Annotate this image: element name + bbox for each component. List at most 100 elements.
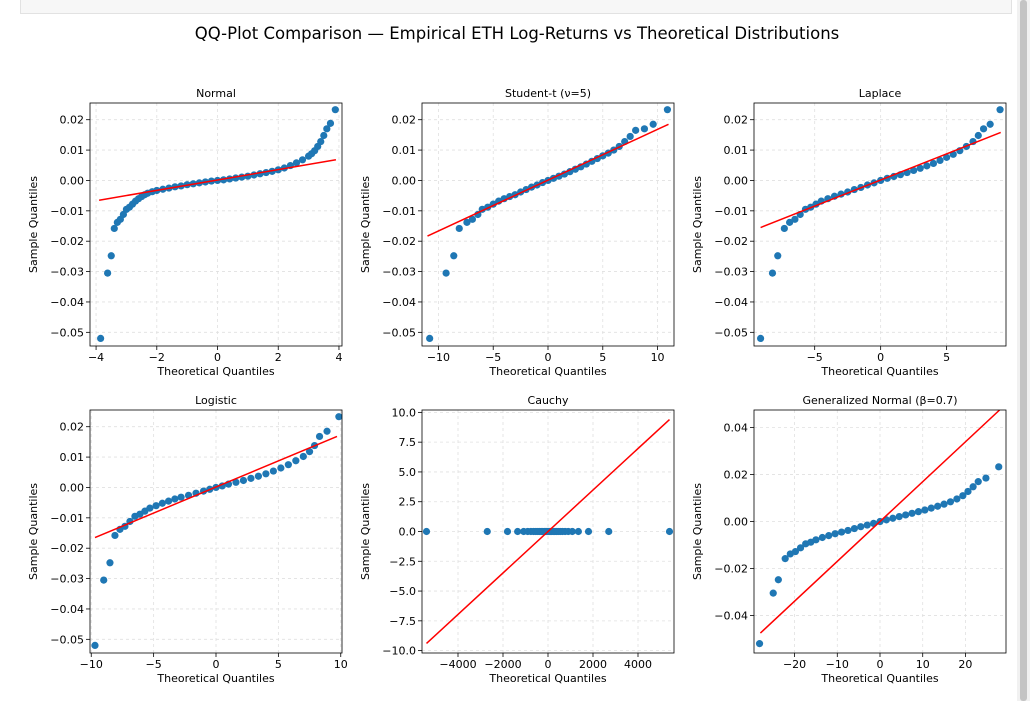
data-point	[232, 478, 240, 486]
x-tick-label: 2000	[579, 658, 607, 671]
y-tick-label: −0.03	[382, 266, 416, 279]
subplot-4: −10 −5 0 5 10 0.02 0.01 0.00 −0.01 −0.02 −0.03 −0.0…	[27, 394, 348, 685]
y-tick-label: 0.04	[724, 422, 749, 435]
subplot-title: Cauchy	[528, 394, 569, 407]
x-tick-label: 0	[545, 658, 552, 671]
y-tick-label: −2.5	[389, 555, 416, 568]
y-tick-label: 0.00	[724, 516, 749, 529]
data-point	[979, 125, 988, 133]
x-tick-label: 10	[916, 658, 930, 671]
data-point	[649, 120, 657, 128]
x-tick-label: −5	[807, 351, 823, 364]
data-point	[791, 547, 800, 556]
data-point	[584, 527, 593, 536]
plot-area	[422, 418, 674, 645]
data-point	[796, 544, 805, 552]
data-point	[902, 511, 910, 519]
data-point	[146, 504, 154, 512]
data-point	[305, 448, 314, 456]
data-point	[953, 495, 961, 503]
data-point	[574, 527, 582, 536]
y-tick-label: 0.01	[60, 144, 85, 157]
data-point	[665, 527, 674, 536]
data-point	[426, 334, 434, 343]
data-point	[791, 215, 799, 223]
data-point	[335, 413, 342, 421]
data-point	[605, 527, 613, 536]
x-axis-label: Theoretical Quantiles	[488, 365, 606, 378]
y-tick-label: −0.02	[714, 235, 748, 248]
data-point	[269, 467, 277, 475]
data-point	[774, 576, 782, 584]
y-tick-label: −0.02	[714, 562, 748, 575]
y-tick-label: 5.0	[399, 466, 417, 479]
x-tick-label: 5	[275, 658, 282, 671]
x-axis-label: Theoretical Quantiles	[156, 365, 274, 378]
scrollbar-thumb[interactable]	[1020, 0, 1027, 701]
data-point	[247, 474, 255, 482]
subplot-title: Logistic	[195, 394, 237, 407]
x-axis-label: Theoretical Quantiles	[156, 672, 274, 685]
data-point	[503, 527, 512, 536]
x-tick-label: 4	[335, 351, 342, 364]
data-point	[974, 478, 982, 486]
data-point	[317, 137, 325, 146]
data-point	[943, 153, 951, 161]
data-point	[818, 533, 826, 542]
data-point	[315, 432, 324, 441]
data-point	[158, 499, 166, 507]
x-tick-label: 10	[334, 658, 348, 671]
x-axis-label: Theoretical Quantiles	[820, 365, 938, 378]
plot-area	[91, 413, 342, 650]
plot-area	[755, 410, 1003, 648]
data-point	[292, 159, 301, 167]
data-point	[323, 427, 331, 435]
data-point	[986, 120, 994, 128]
y-tick-label: 0.00	[392, 174, 417, 187]
x-tick-label: 2	[275, 351, 282, 364]
axes-frame	[89, 102, 343, 347]
y-tick-label: −0.02	[50, 235, 84, 248]
data-point	[422, 527, 431, 536]
data-point	[946, 498, 955, 506]
x-tick-label: 0	[213, 658, 220, 671]
y-tick-label: −0.01	[714, 205, 748, 218]
y-tick-label: −10.0	[382, 645, 416, 658]
x-axis-label: Theoretical Quantiles	[820, 672, 938, 685]
data-point	[164, 497, 173, 505]
x-tick-label: −10	[80, 658, 103, 671]
y-tick-label: −0.05	[382, 326, 416, 339]
data-point	[923, 162, 931, 170]
y-tick-label: 0.02	[392, 114, 417, 127]
data-point	[812, 536, 820, 544]
data-point	[632, 126, 640, 134]
y-tick-label: −0.05	[50, 633, 84, 646]
data-point	[284, 461, 292, 469]
y-axis-label: Sample Quantiles	[359, 483, 372, 580]
y-tick-label: 0.0	[399, 526, 417, 539]
data-point	[626, 132, 634, 141]
data-point	[299, 452, 307, 461]
data-point	[940, 500, 948, 508]
data-point	[895, 512, 903, 521]
y-tick-label: −0.01	[50, 512, 84, 525]
data-point	[769, 589, 777, 597]
data-point	[100, 576, 108, 584]
y-axis-label: Sample Quantiles	[691, 483, 704, 580]
data-point	[974, 131, 982, 140]
data-point	[500, 195, 508, 203]
y-tick-label: −0.04	[50, 296, 84, 309]
y-tick-label: 2.5	[399, 496, 417, 509]
reference-line	[427, 123, 669, 237]
data-point	[468, 215, 476, 223]
y-tick-label: −0.01	[50, 205, 84, 218]
reference-line	[425, 418, 671, 645]
subplot-3: −5 0 5 0.02 0.01 0.00 −0.01 −0.02 −0.03 −0.04 −0.0…	[691, 87, 1007, 378]
data-point	[455, 224, 463, 233]
data-point	[857, 523, 865, 531]
data-point	[640, 125, 649, 133]
data-point	[111, 531, 119, 540]
x-tick-label: 0	[877, 351, 884, 364]
y-tick-label: 0.02	[724, 469, 749, 482]
y-tick-label: −0.04	[382, 296, 416, 309]
